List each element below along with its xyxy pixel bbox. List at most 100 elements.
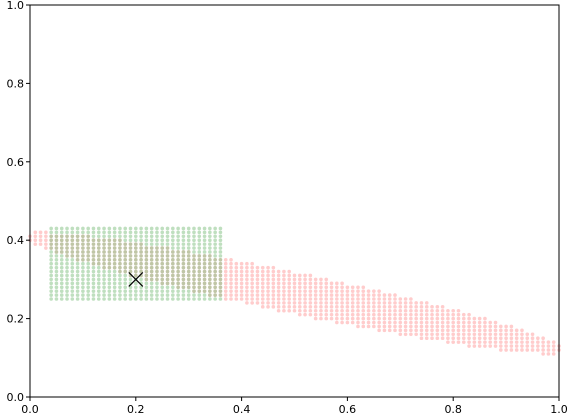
rectangle-point bbox=[112, 261, 117, 266]
rectangle-point bbox=[107, 297, 112, 301]
ellipse-point bbox=[297, 289, 302, 293]
rectangle-point bbox=[218, 289, 223, 293]
rectangle-point bbox=[160, 281, 165, 286]
rectangle-point bbox=[165, 281, 170, 286]
rectangle-point bbox=[149, 238, 154, 242]
ellipse-point bbox=[520, 344, 524, 348]
rectangle-point bbox=[155, 230, 159, 235]
ellipse-point bbox=[319, 305, 323, 309]
ellipse-point bbox=[38, 238, 43, 242]
ellipse-point bbox=[509, 332, 514, 337]
ellipse-point bbox=[382, 308, 387, 313]
ellipse-point bbox=[303, 305, 307, 309]
ellipse-point bbox=[340, 289, 344, 293]
ellipse-point bbox=[419, 332, 424, 337]
ellipse-point bbox=[271, 289, 276, 293]
ellipse-point bbox=[356, 289, 360, 293]
ellipse-point bbox=[387, 293, 392, 297]
rectangle-point bbox=[70, 242, 75, 246]
rectangle-point bbox=[128, 246, 133, 250]
ellipse-point bbox=[223, 289, 228, 293]
rectangle-point bbox=[118, 297, 122, 301]
ellipse-point bbox=[467, 332, 471, 337]
ellipse-point bbox=[292, 297, 297, 301]
rectangle-point bbox=[134, 258, 138, 262]
rectangle-point bbox=[65, 238, 69, 242]
ellipse-point bbox=[292, 277, 297, 282]
ellipse-point bbox=[499, 344, 503, 348]
rectangle-point bbox=[70, 254, 75, 258]
rectangle-point bbox=[176, 273, 180, 278]
rectangle-point bbox=[171, 273, 175, 278]
rectangle-point bbox=[218, 277, 223, 282]
ellipse-point bbox=[504, 348, 508, 352]
ellipse-point bbox=[456, 312, 461, 317]
ellipse-point bbox=[414, 332, 418, 337]
ellipse-point bbox=[361, 312, 366, 317]
ellipse-point bbox=[356, 312, 360, 317]
ellipse-point bbox=[403, 324, 408, 329]
ellipse-point bbox=[250, 277, 254, 282]
ellipse-point bbox=[356, 297, 360, 301]
ellipse-point bbox=[234, 289, 239, 293]
rectangle-point bbox=[112, 242, 117, 246]
rectangle-point bbox=[160, 265, 165, 270]
rectangle-point bbox=[54, 265, 59, 270]
ellipse-point bbox=[393, 308, 397, 313]
rectangle-point bbox=[192, 261, 196, 266]
rectangle-point bbox=[213, 226, 217, 231]
ellipse-point bbox=[382, 328, 387, 333]
ellipse-point bbox=[229, 293, 233, 297]
rectangle-point bbox=[128, 242, 133, 246]
ellipse-point bbox=[483, 328, 487, 333]
rectangle-point bbox=[181, 246, 186, 250]
ellipse-point bbox=[319, 281, 323, 286]
ellipse-point bbox=[451, 324, 456, 329]
rectangle-point bbox=[59, 242, 64, 246]
ellipse-point bbox=[276, 308, 281, 313]
rectangle-point bbox=[112, 238, 117, 242]
ellipse-point bbox=[504, 328, 508, 333]
rectangle-point bbox=[118, 234, 122, 239]
rectangle-point bbox=[208, 285, 212, 290]
ellipse-point bbox=[287, 293, 292, 297]
rectangle-point bbox=[192, 250, 196, 254]
ellipse-point bbox=[414, 305, 418, 309]
ellipse-point bbox=[409, 305, 413, 309]
ellipse-point bbox=[287, 289, 292, 293]
ellipse-point bbox=[313, 285, 318, 290]
rectangle-point bbox=[144, 277, 149, 282]
rectangle-point bbox=[123, 269, 128, 274]
ellipse-point bbox=[451, 340, 456, 344]
ellipse-point bbox=[446, 328, 450, 333]
rectangle-point bbox=[123, 265, 128, 270]
ellipse-point bbox=[398, 320, 403, 325]
rectangle-point bbox=[65, 242, 69, 246]
ellipse-point bbox=[382, 305, 387, 309]
rectangle-point bbox=[70, 285, 75, 290]
ellipse-point bbox=[424, 312, 429, 317]
ellipse-point bbox=[377, 297, 381, 301]
ellipse-point bbox=[366, 320, 371, 325]
ellipse-point bbox=[266, 297, 270, 301]
ellipse-point bbox=[276, 301, 281, 305]
rectangle-point bbox=[86, 242, 90, 246]
ellipse-point bbox=[335, 312, 339, 317]
rectangle-point bbox=[118, 265, 122, 270]
ellipse-point bbox=[356, 293, 360, 297]
ellipse-point bbox=[250, 265, 254, 270]
y-tick-label: 0.8 bbox=[7, 77, 25, 90]
ellipse-point bbox=[361, 293, 366, 297]
rectangle-point bbox=[155, 250, 159, 254]
rectangle-point bbox=[155, 285, 159, 290]
ellipse-point bbox=[424, 316, 429, 321]
ellipse-point bbox=[239, 261, 244, 266]
ellipse-point bbox=[509, 324, 514, 329]
ellipse-point bbox=[350, 305, 355, 309]
rectangle-point bbox=[186, 226, 191, 231]
ellipse-point bbox=[319, 293, 323, 297]
ellipse-point bbox=[276, 293, 281, 297]
rectangle-point bbox=[160, 277, 165, 282]
ellipse-point bbox=[287, 285, 292, 290]
rectangle-point bbox=[91, 258, 96, 262]
